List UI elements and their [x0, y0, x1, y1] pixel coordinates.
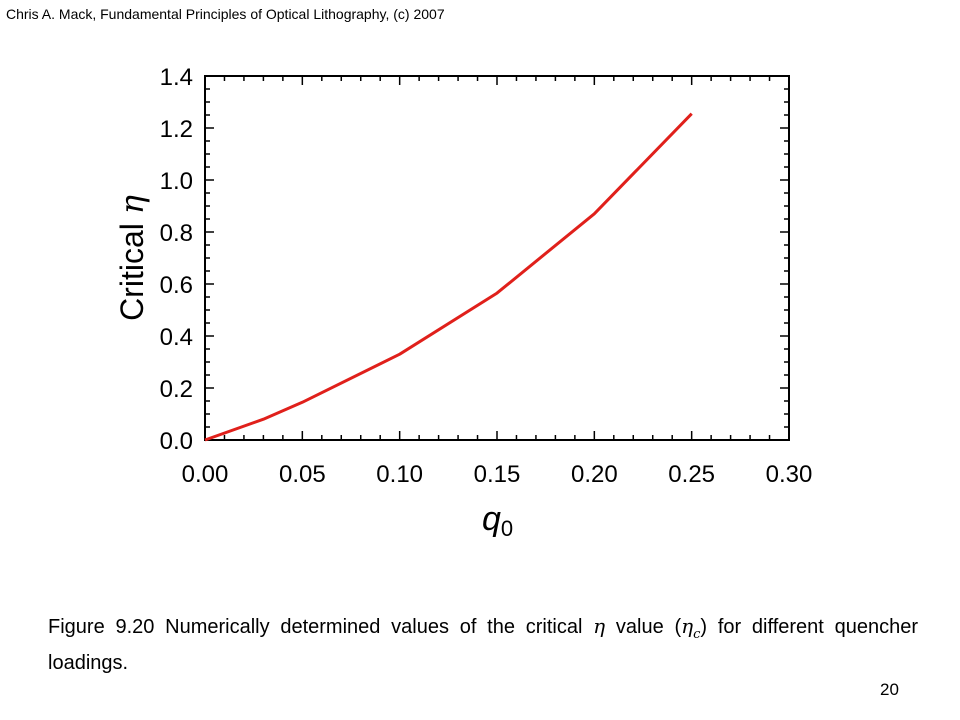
- caption-eta-c-subscript: c: [693, 627, 701, 642]
- caption-eta-symbol: η: [593, 614, 606, 638]
- y-tick-label: 1.0: [160, 168, 193, 195]
- caption-text-1: Figure 9.20 Numerically determined value…: [48, 616, 594, 638]
- y-tick-label: 0.6: [160, 272, 193, 299]
- x-tick-label: 0.15: [474, 461, 521, 488]
- header-citation: Chris A. Mack, Fundamental Principles of…: [6, 6, 445, 22]
- y-tick-label: 1.2: [160, 116, 193, 143]
- plot-frame: [204, 75, 790, 441]
- x-tick-label: 0.25: [668, 461, 715, 488]
- y-axis-title: Critical η: [113, 195, 151, 321]
- y-axis-label-symbol: η: [113, 195, 151, 214]
- tick-labels: 0.00 0.05 0.10 0.15 0.20 0.25 0.30 0.0 0.2 0.4 0.6…: [160, 64, 813, 488]
- x-tick-label: 0.30: [766, 461, 813, 488]
- y-tick-label: 1.4: [160, 64, 193, 91]
- series-line: [204, 112, 693, 442]
- page-number: 20: [880, 680, 899, 699]
- figure-caption: Figure 9.20 Numerically determined value…: [48, 612, 918, 677]
- svg-text:q0: q0: [482, 500, 513, 541]
- x-tick-label: 0.20: [571, 461, 618, 488]
- caption-eta-c-symbol: η: [681, 614, 694, 638]
- y-tick-label: 0.0: [160, 428, 193, 455]
- y-tick-label: 0.4: [160, 324, 193, 351]
- caption-text-3: ) for different quencher loadings.: [48, 616, 918, 674]
- x-tick-label: 0.10: [376, 461, 423, 488]
- svg-text:Critical η: Critical η: [113, 195, 151, 321]
- y-tick-label: 0.2: [160, 376, 193, 403]
- x-tick-label: 0.00: [182, 461, 229, 488]
- y-axis-label: Critical: [114, 214, 150, 321]
- y-tick-label: 0.8: [160, 220, 193, 247]
- caption-text-2: value (: [605, 616, 682, 638]
- x-axis-title: q0: [482, 500, 513, 541]
- x-tick-label: 0.05: [279, 461, 326, 488]
- axis-ticks: [204, 75, 790, 441]
- chart: 0.00 0.05 0.10 0.15 0.20 0.25 0.30 0.0 0.2 0.4 0.6…: [113, 64, 813, 541]
- x-axis-label: q: [482, 500, 501, 538]
- x-axis-label-subscript: 0: [501, 516, 513, 541]
